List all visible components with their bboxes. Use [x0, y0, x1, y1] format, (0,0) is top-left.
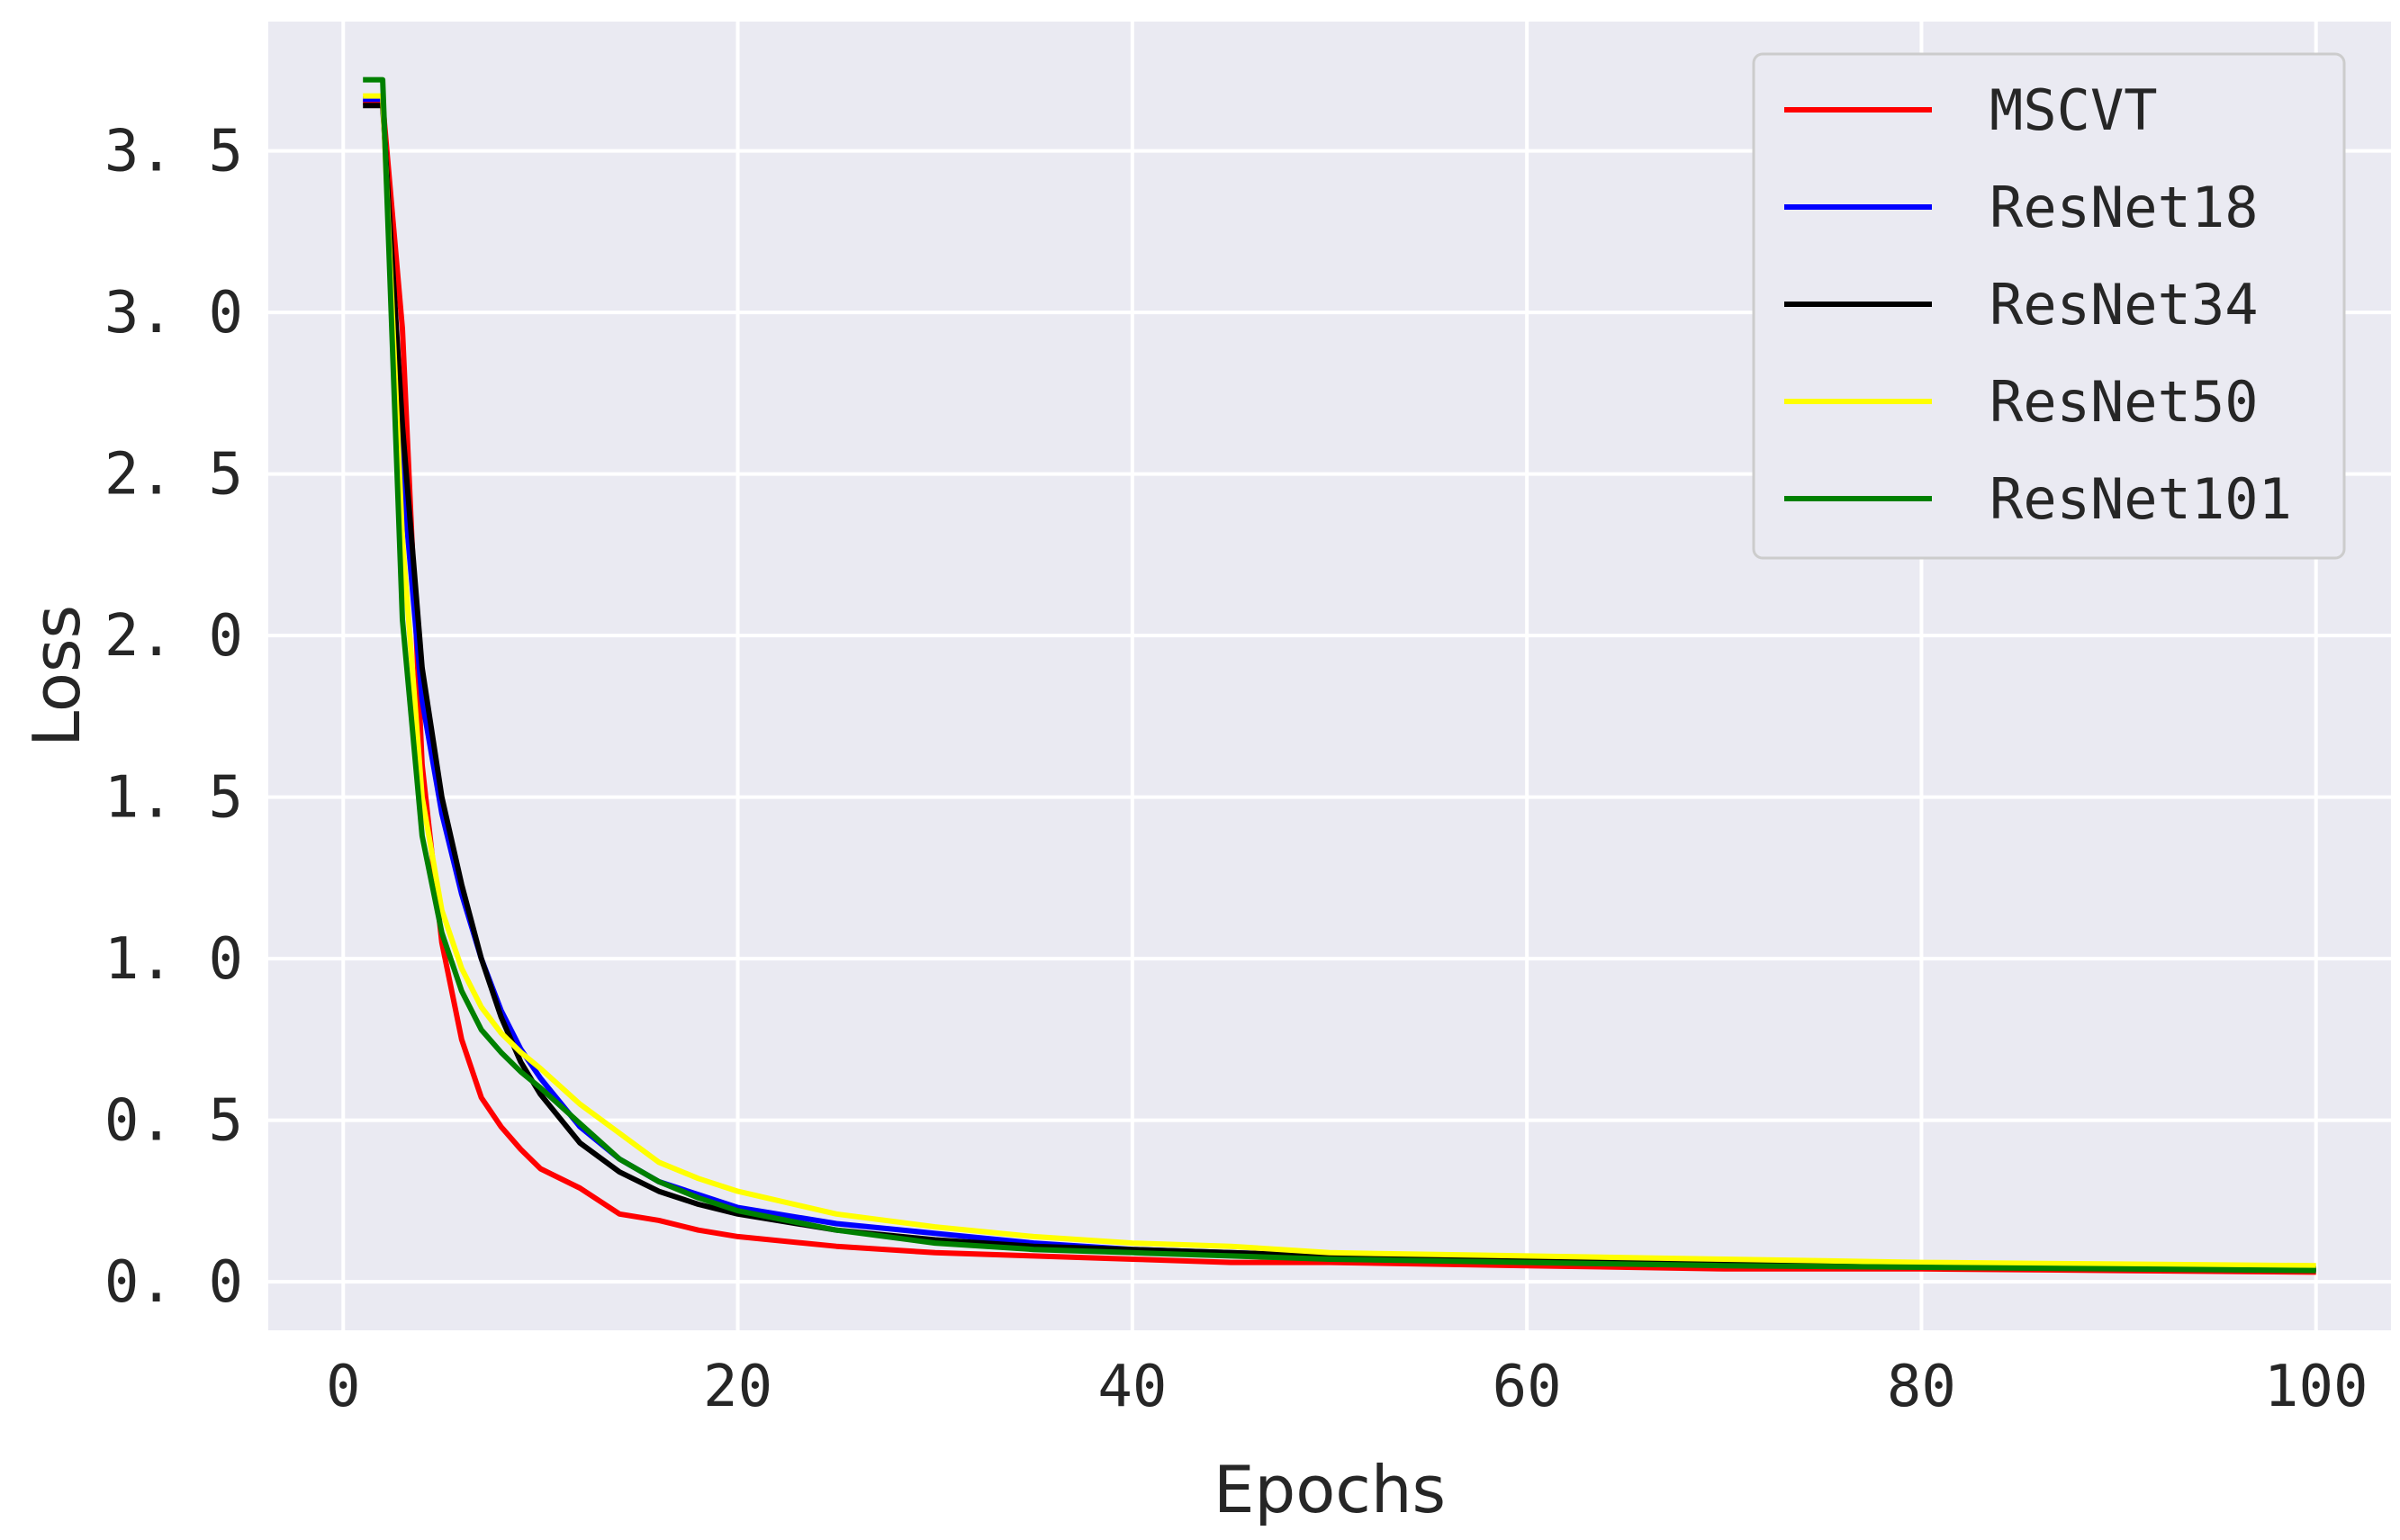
legend: MSCVT ResNet18 ResNet34 ResNet50 ResNet101	[1752, 52, 2346, 560]
x-tick-label: 60	[1493, 1354, 1562, 1420]
y-tick-label: 1. 0	[104, 926, 243, 993]
x-axis-label: Epochs	[1214, 1452, 1446, 1527]
x-tick-label: 0	[326, 1354, 361, 1420]
series-line-resnet101	[363, 77, 2316, 1274]
tick-labels: 0 20 40 60 80 100 0. 0 0. 5 1. 0 1. 5 2. 0 2. 5 3. 0…	[104, 119, 2368, 1420]
x-tick-label: 20	[703, 1354, 772, 1420]
series-lines	[363, 77, 2316, 1275]
y-tick-label: 0. 5	[104, 1088, 243, 1155]
series-line-resnet34	[363, 103, 2316, 1272]
y-tick-label: 0. 0	[104, 1249, 243, 1316]
y-tick-label: 1. 5	[104, 765, 243, 832]
legend-entry-label: ResNet101	[1989, 466, 2292, 532]
legend-entry-label: ResNet18	[1989, 175, 2259, 240]
x-tick-label: 40	[1097, 1354, 1167, 1420]
legend-entry-label: ResNet50	[1989, 369, 2259, 435]
legend-entry-label: MSCVT	[1989, 77, 2158, 143]
y-tick-label: 3. 5	[104, 119, 243, 185]
legend-box	[1752, 52, 2346, 560]
legend-entry-label: ResNet34	[1989, 272, 2259, 338]
series-line-resnet50	[363, 93, 2316, 1269]
y-axis-label: Loss	[19, 605, 95, 747]
x-tick-label: 80	[1887, 1354, 1956, 1420]
series-line-mscvt	[363, 99, 2316, 1275]
grid-lines	[268, 22, 2391, 1330]
y-tick-label: 3. 0	[104, 280, 243, 347]
y-tick-label: 2. 0	[104, 603, 243, 670]
y-tick-label: 2. 5	[104, 442, 243, 509]
x-tick-label: 100	[2264, 1354, 2368, 1420]
